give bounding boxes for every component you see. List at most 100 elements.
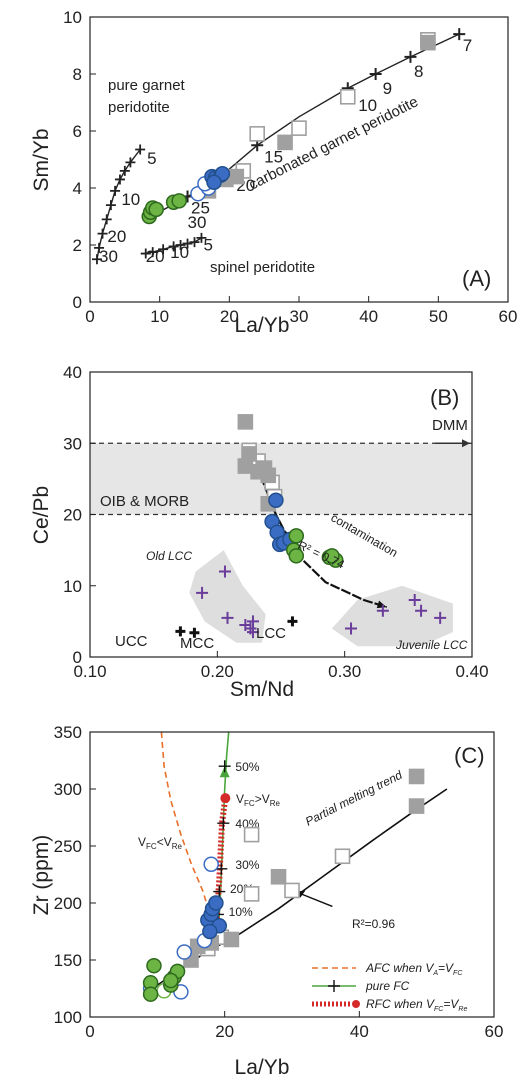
x-tick-label: 60 bbox=[499, 307, 518, 326]
trend-arrow-head bbox=[376, 600, 387, 609]
melt-percent-label: 7 bbox=[463, 36, 472, 55]
crust-plus-marker bbox=[189, 627, 200, 638]
gray-open-square bbox=[291, 120, 307, 136]
spinel-curve-marker bbox=[147, 247, 158, 258]
purple-plus-marker bbox=[415, 604, 428, 617]
x-tick-label: 0.20 bbox=[201, 662, 234, 681]
r2-label-c: R²=0.96 bbox=[352, 917, 395, 931]
green-filled-circle bbox=[142, 986, 159, 1002]
spinel-curve-marker bbox=[168, 241, 179, 252]
garnet-curve-marker bbox=[101, 214, 112, 225]
panel-c-ylabel: Zr (ppm) bbox=[30, 835, 53, 916]
blue-filled-circle bbox=[268, 492, 284, 508]
legend-rfc-dot bbox=[352, 1000, 360, 1008]
legend-label: pure FC bbox=[365, 979, 410, 993]
melt-percent-label: 30 bbox=[188, 213, 207, 232]
y-tick-label: 10 bbox=[63, 577, 82, 596]
mcc-label: MCC bbox=[180, 635, 214, 652]
fc-percent-marker bbox=[217, 817, 230, 830]
purple-plus-marker bbox=[221, 611, 234, 624]
rfc-end-marker bbox=[220, 793, 231, 804]
fc-percent-marker bbox=[213, 885, 226, 898]
spinel-curve-marker bbox=[189, 237, 200, 248]
melt-percent-label: 20 bbox=[107, 227, 126, 246]
panel-c-legend: AFC when VA=VFC pure FC RFC when VFC=VRe bbox=[312, 961, 467, 1013]
blue-open-circle bbox=[203, 856, 219, 872]
blue-filled-circle bbox=[208, 895, 224, 911]
green-filled-circle bbox=[324, 548, 340, 564]
gray-filled-square bbox=[223, 931, 240, 948]
legend-label: RFC when VFC=VRe bbox=[366, 997, 467, 1013]
x-tick-label: 20 bbox=[215, 1022, 234, 1041]
panel-b: 0.10 0.20 0.30 0.40 0 10 20 30 40 (B) OIB & MORB… bbox=[30, 363, 489, 701]
green-filled-circle bbox=[288, 528, 305, 544]
ucc-label: UCC bbox=[115, 633, 148, 650]
x-tick-label: 10 bbox=[150, 307, 169, 326]
garnet-curve-marker bbox=[110, 185, 121, 196]
melt-percent-label: 10 bbox=[358, 96, 377, 115]
panel-a-xlabel: La/Yb bbox=[235, 314, 290, 337]
green-filled-circle bbox=[146, 957, 162, 974]
melt-percent-label: 30 bbox=[99, 247, 118, 266]
y-tick-label: 100 bbox=[54, 1008, 82, 1027]
carbonated-curve-marker bbox=[453, 28, 466, 41]
carbonated-curve-marker bbox=[404, 50, 417, 63]
melt-percent-label: 8 bbox=[414, 62, 423, 81]
spinel-label: spinel peridotite bbox=[210, 259, 315, 276]
green-filled-circle bbox=[171, 193, 187, 209]
melt-percent-label: 25 bbox=[191, 199, 210, 218]
panel-a-letter: (A) bbox=[462, 266, 491, 291]
panel-b-axes: 0.10 0.20 0.30 0.40 0 10 20 30 40 bbox=[63, 363, 488, 681]
purple-plus-marker bbox=[196, 586, 209, 599]
melt-percent-label: 15 bbox=[264, 147, 283, 166]
y-tick-label: 8 bbox=[73, 65, 82, 84]
purple-plus-marker bbox=[434, 611, 447, 624]
y-tick-label: 4 bbox=[73, 179, 82, 198]
x-tick-label: 50 bbox=[429, 307, 448, 326]
green-filled-circle bbox=[163, 972, 179, 989]
gray-filled-square bbox=[408, 798, 425, 814]
melt-percent-label: 10 bbox=[170, 243, 189, 262]
contamination-label: contamination bbox=[329, 510, 401, 559]
x-tick-label: 40 bbox=[359, 307, 378, 326]
green-filled-circle bbox=[288, 548, 305, 564]
spinel-curve-marker bbox=[140, 248, 151, 259]
melt-percent-label: 10 bbox=[121, 190, 140, 209]
dmm-label: DMM bbox=[432, 417, 468, 434]
x-tick-label: 60 bbox=[485, 1022, 504, 1041]
y-tick-label: 200 bbox=[54, 894, 82, 913]
green-filled-circle bbox=[148, 201, 164, 218]
gray-open-square bbox=[249, 126, 265, 142]
legend-fc-marker bbox=[328, 980, 340, 992]
x-tick-label: 0.30 bbox=[328, 662, 361, 681]
fc-percent-label: 50% bbox=[235, 760, 259, 774]
y-tick-label: 10 bbox=[63, 8, 82, 27]
purple-plus-marker bbox=[376, 604, 389, 617]
gray-filled-square bbox=[241, 446, 257, 462]
gray-open-square bbox=[243, 826, 260, 843]
lcc-label: LCC bbox=[256, 625, 286, 642]
spinel-curve-marker bbox=[175, 240, 186, 250]
garnet-curve-marker bbox=[94, 242, 105, 253]
purple-plus-marker bbox=[218, 565, 231, 578]
x-tick-label: 0.40 bbox=[455, 662, 488, 681]
fc-percent-marker bbox=[218, 760, 231, 773]
garnet-curve-marker bbox=[114, 174, 125, 185]
garnet-label-line2: peridotite bbox=[108, 99, 170, 116]
partial-melting-label: Partial melting trend bbox=[303, 768, 405, 829]
panel-b-marks bbox=[90, 414, 472, 647]
svg-text:VFC>VRe: VFC>VRe bbox=[236, 792, 280, 808]
spinel-curve-marker bbox=[158, 244, 169, 255]
gray-filled-square bbox=[260, 467, 277, 484]
carbonated-label: carbonated garnet peridotite bbox=[246, 93, 421, 193]
blue-filled-circle bbox=[206, 174, 222, 191]
purple-plus-marker bbox=[246, 615, 259, 628]
panel-a-ylabel: Sm/Yb bbox=[30, 128, 53, 191]
melt-percent-label: 5 bbox=[204, 236, 213, 255]
dmm-arrow-head bbox=[462, 439, 470, 448]
x-tick-label: 30 bbox=[290, 307, 309, 326]
y-tick-label: 350 bbox=[54, 723, 82, 742]
fc-percent-label: 10% bbox=[229, 905, 253, 919]
